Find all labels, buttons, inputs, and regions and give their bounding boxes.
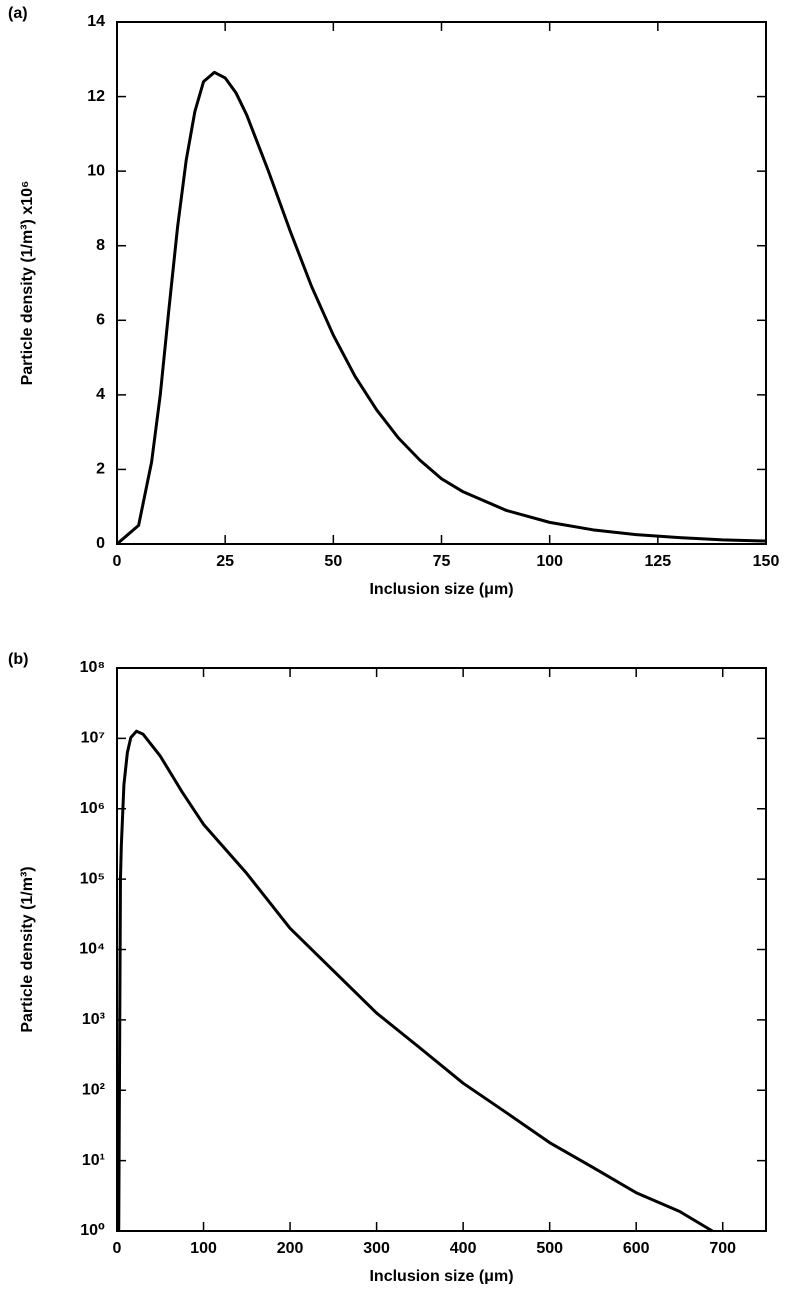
y-tick-label: 8 xyxy=(96,237,105,254)
panel-label: (b) xyxy=(8,651,28,668)
x-tick-label: 25 xyxy=(216,553,234,570)
data-line xyxy=(117,729,714,1233)
y-tick-label: 14 xyxy=(87,13,105,30)
x-tick-label: 600 xyxy=(623,1240,650,1257)
y-tick-label: 12 xyxy=(87,88,105,105)
x-tick-label: 75 xyxy=(433,553,451,570)
x-tick-label: 400 xyxy=(450,1240,477,1257)
x-tick-label: 100 xyxy=(536,553,563,570)
y-tick-label: 10⁵ xyxy=(80,870,105,887)
data-line xyxy=(116,70,767,546)
y-tick-label: 0 xyxy=(96,535,105,552)
y-tick-label: 10⁸ xyxy=(80,659,105,676)
plot-frame xyxy=(116,667,767,1232)
x-tick-label: 50 xyxy=(324,553,342,570)
x-axis-title: Inclusion size (μm) xyxy=(369,1268,513,1284)
y-tick-label: 10⁷ xyxy=(81,730,105,747)
x-tick-label: 500 xyxy=(536,1240,563,1257)
y-tick-label: 10 xyxy=(87,162,105,179)
x-tick-label: 300 xyxy=(363,1240,390,1257)
y-axis-title: Particle density (1/m³) x10⁶ xyxy=(19,181,36,386)
x-tick-label: 0 xyxy=(113,553,122,570)
panel-label: (a) xyxy=(8,5,28,22)
plot-frame xyxy=(116,21,767,545)
y-tick-label: 4 xyxy=(96,386,105,403)
x-tick-label: 0 xyxy=(113,1240,122,1257)
x-tick-label: 200 xyxy=(277,1240,304,1257)
y-tick-label: 10⁰ xyxy=(80,1222,105,1239)
y-tick-label: 10² xyxy=(82,1081,105,1098)
y-tick-label: 10³ xyxy=(82,1011,105,1028)
x-tick-label: 700 xyxy=(709,1240,736,1257)
y-tick-label: 10⁶ xyxy=(80,800,105,817)
x-tick-label: 100 xyxy=(190,1240,217,1257)
y-tick-label: 10⁴ xyxy=(79,941,105,958)
x-tick-label: 125 xyxy=(644,553,671,570)
x-tick-label: 150 xyxy=(753,553,780,570)
y-tick-label: 6 xyxy=(96,312,105,329)
y-tick-label: 10¹ xyxy=(82,1152,105,1169)
y-axis-title: Particle density (1/m³) xyxy=(19,866,36,1032)
y-tick-label: 2 xyxy=(96,461,105,478)
x-axis-title: Inclusion size (μm) xyxy=(369,581,513,598)
